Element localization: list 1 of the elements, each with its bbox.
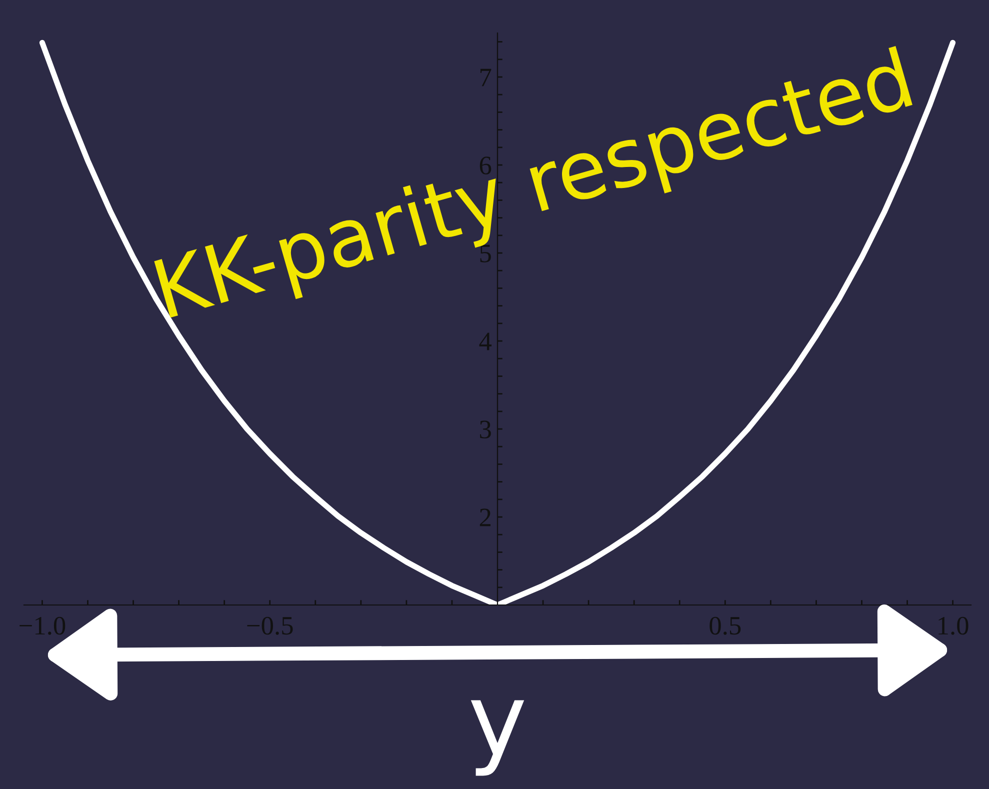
x-axis-title: y bbox=[470, 700, 524, 776]
